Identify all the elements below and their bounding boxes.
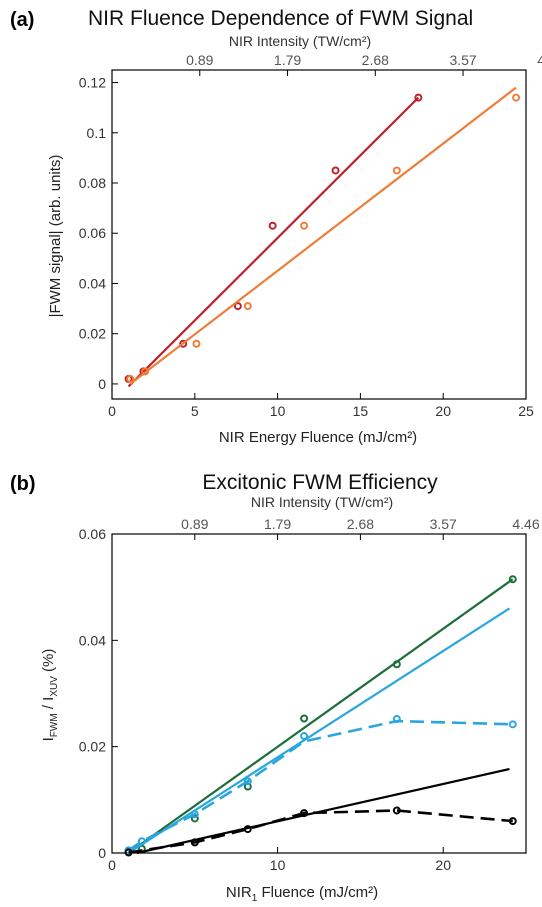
panel-a-series-1-point: [243, 302, 252, 311]
panel-b-x-tick-label: 0: [108, 857, 116, 873]
panel-a-y-tick-label: 0.1: [87, 125, 107, 141]
panel-b-series-1-point: [190, 810, 199, 819]
panel-a-series-1-fit-line: [129, 86, 517, 385]
panel-a-top-tick-label: 3.57: [449, 52, 476, 68]
panel-b-letter: (b): [10, 473, 36, 495]
panel-a-plot-frame: [111, 69, 527, 400]
panel-b-y-tick-label: 0: [98, 845, 106, 861]
panel-a-y-tick-label: 0.12: [79, 75, 106, 91]
panel-a-series-1-point: [126, 374, 135, 383]
panel-b-series-2-point: [124, 848, 133, 857]
panel-b-x-label-rest: Fluence (mJ/cm²): [257, 884, 378, 901]
panel-a-series-0-point: [331, 166, 340, 175]
panel-b-top-tick-label: 3.57: [430, 516, 457, 532]
panel-b-series-0-fit-line: [127, 578, 514, 854]
panel-b-series-1-point: [137, 837, 146, 846]
panel-b-y-label-slash: / I: [40, 697, 57, 714]
panel-b-series-1-point: [243, 777, 252, 786]
panel-b-y-label-i1: I: [40, 737, 57, 741]
panel-b-title: Excitonic FWM Efficiency: [202, 471, 438, 494]
panel-b-series-0-point: [508, 575, 517, 584]
panel-a-x-tick-label: 25: [518, 403, 534, 419]
panel-a-top-tick-label: 1.79: [274, 52, 301, 68]
panel-a-y-tick-label: 0: [98, 376, 106, 392]
panel-b-y-label-sub2: XUV: [49, 676, 60, 697]
panel-b-y-axis-label: IFWM / IXUV (%): [40, 649, 60, 742]
panel-b-series-2-curve: [128, 809, 513, 854]
panel-b-plot: 0 10 20 0 0.02 0.04 0.06 0.89 1.79 2.68 3.57 4.46: [79, 516, 540, 873]
panel-a-y-tick-label: 0.02: [79, 326, 106, 342]
panel-a-y-tick-label: 0.06: [79, 225, 106, 241]
panel-b-x-label-main: NIR: [226, 884, 252, 901]
panel-a-title: NIR Fluence Dependence of FWM Signal: [88, 7, 473, 30]
panel-b-series-0-point: [300, 714, 309, 723]
panel-b-top-tick-label: 2.68: [347, 516, 374, 532]
panel-b-series-2-point: [190, 838, 199, 847]
panel-a-series-1-point: [192, 339, 201, 348]
panel-b-plot-frame: [111, 533, 527, 854]
panel-a-top-axis-label: NIR Intensity (TW/cm²): [229, 33, 371, 49]
panel-b-x-tick-label: 10: [270, 857, 286, 873]
panel-b-y-tick-label: 0.06: [79, 526, 106, 542]
panel-a-x-tick-label: 15: [353, 403, 369, 419]
panel-a-series-0-point: [233, 302, 242, 311]
panel-b-y-label-sub1: FWM: [49, 713, 60, 737]
panel-b-series-2-point: [300, 809, 309, 818]
panel-a-x-tick-label: 0: [108, 403, 116, 419]
panel-b-x-tick-label: 20: [435, 857, 451, 873]
panel-a-y-axis-label: |FWM signal| (arb. units): [47, 155, 64, 318]
panel-b-series-2-point: [508, 817, 517, 826]
panel-b-series-2-point: [243, 825, 252, 834]
panel-a-series-0-point: [179, 339, 188, 348]
panel-a-series-1-point: [392, 166, 401, 175]
panel-a-series-1-point: [512, 93, 521, 102]
panel-a-series-0-point: [268, 221, 277, 230]
panel-b-series-1-point: [300, 732, 309, 741]
panel-b-y-tick-label: 0.04: [79, 632, 106, 648]
panel-a-y-tick-label: 0.08: [79, 175, 106, 191]
panel-b-top-tick-label: 0.89: [181, 516, 208, 532]
panel-a-series-1-point: [141, 367, 150, 376]
panel-a-top-tick-label: 0.89: [186, 52, 213, 68]
panel-a-series-1-point: [300, 221, 309, 230]
panel-b-series-1-point: [392, 715, 401, 724]
panel-a-letter: (a): [10, 9, 34, 31]
panel-b-x-label-sub: 1: [252, 893, 258, 904]
panel-b-top-axis-label: NIR Intensity (TW/cm²): [251, 494, 393, 510]
panel-a-x-tick-label: 10: [270, 403, 286, 419]
panel-a-series-0-fit-line: [127, 96, 420, 388]
panel-a-series-0-point: [414, 93, 423, 102]
panel-b-series-1-curve: [127, 719, 513, 852]
panel-b-top-tick-label: 4.46: [512, 516, 539, 532]
panel-b-series-2-point: [392, 806, 401, 815]
panel-b-y-tick-label: 0.02: [79, 739, 106, 755]
panel-a-top-tick-label: 2.68: [362, 52, 389, 68]
panel-b-y-label-percent: (%): [40, 649, 57, 677]
panel-b-top-tick-label: 1.79: [264, 516, 291, 532]
panel-a-top-tick-label: 4.46: [537, 52, 542, 68]
panel-a-plot: 0 5 10 15 20 25 0 0.02 0.04 0.06 0.08 0.1 0.12 0.89 1.…: [79, 52, 542, 419]
panel-a-x-tick-label: 5: [191, 403, 199, 419]
panel-b-series-1-point: [508, 720, 517, 729]
panel-a-y-tick-label: 0.04: [79, 275, 106, 291]
panel-a-x-tick-label: 20: [435, 403, 451, 419]
panel-a-x-axis-label: NIR Energy Fluence (mJ/cm²): [219, 429, 417, 446]
panel-b-series-0-point: [392, 660, 401, 669]
panel-b-series-2-fit-line: [136, 767, 510, 855]
panel-b-x-axis-label: NIR1 Fluence (mJ/cm²): [226, 884, 378, 904]
